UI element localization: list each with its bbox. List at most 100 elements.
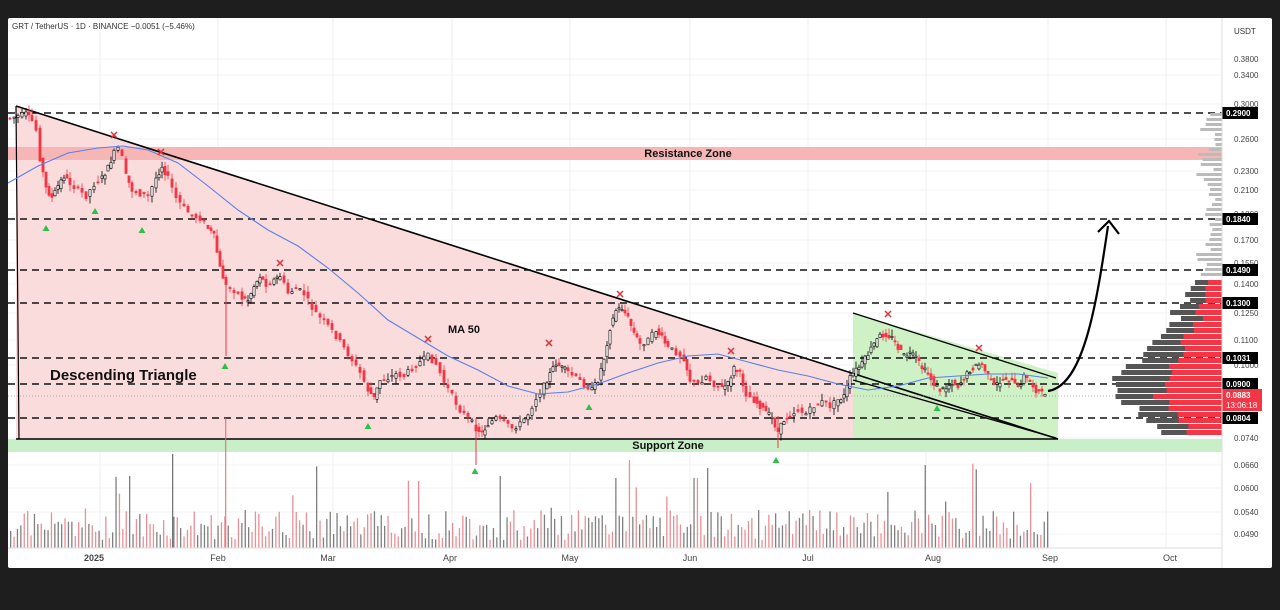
volume-bar bbox=[581, 529, 583, 548]
volume-bar bbox=[540, 510, 542, 548]
vp-bar bbox=[1188, 424, 1222, 429]
vp-bar bbox=[1209, 238, 1222, 241]
candle-body bbox=[382, 379, 386, 382]
candle-body bbox=[545, 382, 549, 390]
volume-bar bbox=[370, 513, 372, 548]
volume-bar bbox=[1047, 511, 1049, 548]
vp-bar bbox=[1183, 352, 1222, 357]
volume-bar bbox=[431, 538, 433, 548]
volume-bar bbox=[333, 534, 335, 548]
candle-body bbox=[106, 164, 110, 172]
volume-bar bbox=[112, 532, 114, 548]
current-price-tag bbox=[1222, 389, 1262, 411]
candle-body bbox=[198, 215, 202, 221]
candle-body bbox=[34, 120, 38, 131]
wedge-upper-line bbox=[852, 312, 1057, 379]
volume-bar bbox=[659, 517, 661, 548]
candle-body bbox=[298, 288, 302, 291]
volume-bar bbox=[40, 523, 42, 548]
volume-bar bbox=[159, 534, 161, 548]
volume-bar bbox=[84, 508, 87, 548]
volume-bar bbox=[285, 535, 287, 548]
volume-bar bbox=[118, 493, 121, 548]
vp-bar bbox=[1210, 233, 1222, 236]
candle-body bbox=[534, 399, 538, 407]
candle-body bbox=[632, 327, 636, 333]
candle-body bbox=[1007, 380, 1011, 383]
candle-body bbox=[574, 373, 578, 377]
candle-body bbox=[611, 317, 615, 326]
vp-bar bbox=[1206, 263, 1222, 266]
candle-body bbox=[1019, 384, 1023, 387]
volume-bar bbox=[696, 478, 699, 548]
volume-bar bbox=[564, 539, 566, 548]
candle-body bbox=[286, 282, 290, 294]
price-axis[interactable]: 0.3800 0.3400 0.3000 0.2600 0.2300 0.2100 0.18… bbox=[1222, 55, 1262, 539]
time-axis[interactable]: 2025 Feb Mar Apr May Jun Jul Aug Sep Oct bbox=[84, 553, 1178, 563]
candle-body bbox=[872, 342, 876, 347]
price-tick-label: 0.2600 bbox=[1234, 135, 1259, 144]
candle-body bbox=[514, 428, 518, 431]
volume-bar bbox=[373, 511, 376, 548]
swing-low-marker bbox=[772, 457, 780, 463]
candle-body bbox=[112, 150, 116, 161]
candle-body bbox=[712, 380, 716, 387]
volume-bar bbox=[465, 516, 467, 548]
candle-body bbox=[426, 352, 430, 361]
volume-bar bbox=[251, 531, 253, 548]
candle-body bbox=[989, 378, 993, 381]
volume-bar bbox=[656, 526, 658, 548]
volume-bar bbox=[353, 521, 355, 548]
volume-bar bbox=[258, 513, 260, 548]
volume-bar bbox=[751, 518, 753, 548]
level-tag bbox=[1222, 378, 1258, 390]
level-tag-label: 0.2900 bbox=[1226, 109, 1251, 118]
candle-body bbox=[402, 373, 406, 378]
vp-bar bbox=[1208, 148, 1222, 151]
vp-bar bbox=[1178, 358, 1222, 363]
candle-body bbox=[47, 186, 51, 196]
candle-body bbox=[788, 415, 792, 418]
candle-body bbox=[548, 372, 552, 383]
candle-body bbox=[938, 388, 942, 392]
volume-bar bbox=[550, 507, 552, 548]
volume-bar bbox=[486, 524, 488, 548]
candle-body bbox=[605, 345, 609, 357]
candle-body bbox=[660, 332, 664, 336]
candle-body bbox=[570, 372, 574, 376]
volume-bar bbox=[673, 515, 675, 548]
volume-bar bbox=[962, 537, 964, 548]
volume-bar bbox=[57, 521, 59, 548]
volume-bar bbox=[951, 518, 954, 548]
ma-label: MA 50 bbox=[448, 324, 480, 336]
volume-bar bbox=[666, 496, 668, 548]
candle-body bbox=[980, 363, 984, 365]
volume-bar bbox=[312, 538, 314, 548]
volume-bar bbox=[618, 515, 620, 548]
volume-bar bbox=[397, 536, 399, 548]
candle-body bbox=[65, 174, 69, 179]
volume-bar bbox=[261, 526, 263, 548]
volume-bar bbox=[805, 525, 807, 548]
candle-body bbox=[212, 230, 216, 234]
volume-bar bbox=[1016, 524, 1018, 548]
candle-body bbox=[24, 111, 28, 117]
candle-body bbox=[127, 175, 131, 183]
price-chart[interactable]: Resistance Zone Support Zone MA 50 Desce… bbox=[8, 18, 1272, 568]
candle-body bbox=[986, 370, 990, 374]
vp-bar bbox=[1203, 178, 1222, 181]
vp-bar bbox=[1192, 322, 1222, 327]
volume-bar bbox=[61, 524, 63, 548]
volume-bar bbox=[520, 539, 522, 548]
candle-body bbox=[935, 384, 939, 387]
candle-body bbox=[414, 366, 418, 368]
volume-bar bbox=[710, 512, 712, 548]
candle-body bbox=[154, 177, 158, 189]
swing-high-marker bbox=[727, 347, 735, 355]
candle-body bbox=[510, 424, 514, 429]
volume-bar bbox=[802, 513, 804, 548]
candle-body bbox=[498, 415, 502, 419]
volume-bar bbox=[176, 517, 178, 548]
volume-bar bbox=[180, 528, 182, 548]
volume-bar bbox=[645, 515, 648, 548]
